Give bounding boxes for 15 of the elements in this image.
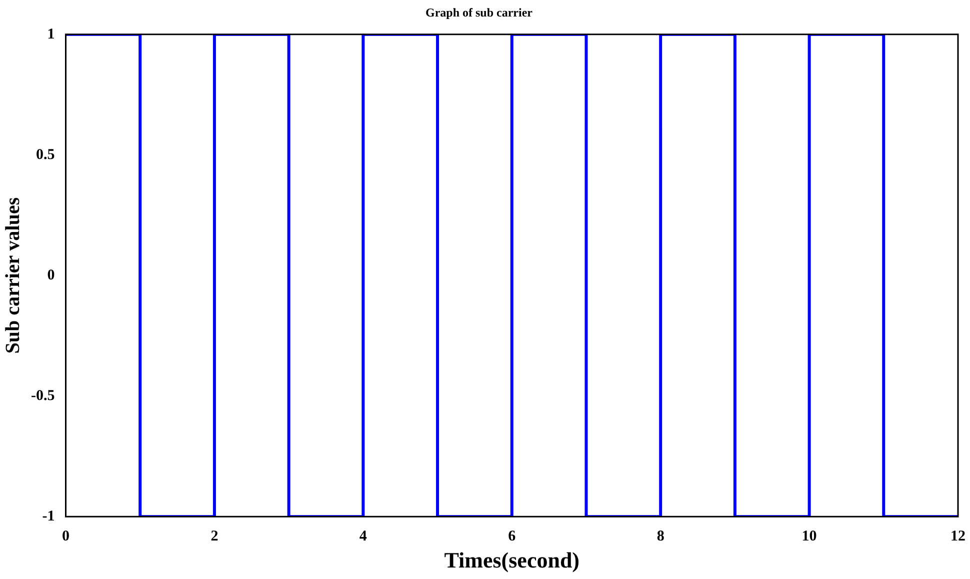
x-tick-label: 2 — [210, 528, 218, 544]
y-tick-label: 1 — [47, 26, 55, 42]
x-tick-label: 12 — [950, 528, 966, 544]
x-tick-label: 10 — [802, 528, 817, 544]
chart-title: Graph of sub carrier — [426, 5, 534, 20]
y-tick-label: -1 — [42, 508, 55, 524]
y-axis-title: Sub carrier values — [2, 197, 24, 354]
y-tick-label: -0.5 — [30, 388, 55, 404]
y-tick-label: 0 — [47, 267, 55, 284]
x-tick-label: 8 — [656, 528, 664, 544]
x-tick-label: 4 — [359, 528, 368, 544]
x-tick-label: 0 — [62, 528, 70, 544]
x-tick-label: 6 — [508, 528, 516, 544]
x-axis-title: Times(second) — [444, 547, 580, 572]
y-tick-label: 0.5 — [36, 146, 55, 163]
